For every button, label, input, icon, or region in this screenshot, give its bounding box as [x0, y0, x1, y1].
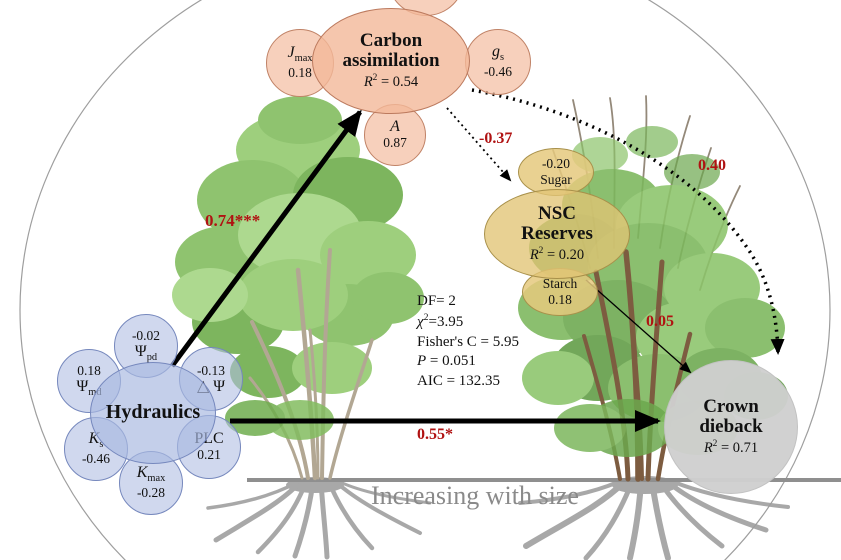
path-arrow-nsc-to-crown — [585, 279, 692, 374]
sugar-value: -0.20 — [541, 155, 571, 171]
carbon-title: Carbon assimilation — [342, 29, 440, 72]
kmax-label: Kmax — [136, 463, 166, 485]
sugar-label: Sugar — [540, 172, 572, 187]
a-node: A 0.87 — [364, 104, 426, 166]
coef-carbon-to-nsc: -0.37 — [479, 130, 513, 147]
increasing-with-size-label: Increasing with size — [371, 481, 579, 510]
nsc-title: NSC Reserves — [521, 202, 593, 245]
starch-label: Starch — [542, 275, 578, 291]
nsc-r2: R2 = 0.20 — [529, 246, 585, 264]
psi-md-value: 0.18 — [77, 362, 101, 378]
gs-label: gs — [491, 42, 505, 64]
crown-r2: R2 = 0.71 — [703, 439, 759, 457]
path-arrow-hydraulics-to-carbon — [169, 109, 363, 368]
stat-fishers-c: Fisher's C = 5.95 — [417, 333, 520, 350]
coef-carbon-to-crown: 0.40 — [698, 157, 726, 174]
psi-pd-value: -0.02 — [131, 327, 161, 343]
jmax-label: Jmax — [287, 43, 313, 65]
path-arrow-carbon-to-crown — [471, 88, 785, 355]
a-label: A — [390, 117, 400, 135]
crown-title: Crown dieback — [699, 395, 763, 438]
psi-pd-label: Ψpd — [134, 343, 158, 364]
stat-aic: AIC = 132.35 — [417, 373, 501, 390]
ks-value: -0.46 — [81, 450, 111, 466]
a-value: 0.87 — [383, 135, 407, 151]
model-fit-stats: DF= 2 χ2=3.95 Fisher's C = 5.95 P = 0.05… — [417, 292, 519, 392]
hydraulics-title: Hydraulics — [105, 401, 201, 424]
carbon-r2: R2 = 0.54 — [363, 73, 419, 91]
gs-node: gs -0.46 — [465, 29, 531, 95]
gs-value: -0.46 — [483, 63, 513, 79]
coef-hydraulics-to-carbon: 0.74*** — [205, 211, 261, 230]
nsc-reserves-node: NSC Reserves R2 = 0.20 — [484, 189, 630, 279]
left-tree-image — [172, 96, 424, 481]
plc-value: 0.21 — [197, 447, 221, 463]
starch-value: 0.18 — [548, 292, 572, 307]
coef-nsc-to-crown: 0.05 — [646, 313, 674, 330]
stat-p-value: P = 0.051 — [417, 353, 476, 370]
delta-psi-value: -0.13 — [196, 362, 226, 378]
stat-chi-square: χ2=3.95 — [417, 311, 464, 330]
hydraulics-node: Hydraulics — [90, 362, 216, 464]
crown-dieback-node: Crown dieback R2 = 0.71 — [664, 360, 798, 494]
ks-label: Ks — [88, 429, 104, 451]
jmax-value: 0.18 — [288, 64, 312, 80]
outer-boundary-ellipse — [19, 0, 831, 560]
carbon-assimilation-node: Carbon assimilation R2 = 0.54 — [312, 8, 470, 114]
coef-hydraulics-to-crown: 0.55* — [417, 426, 453, 443]
stat-df: DF= 2 — [417, 293, 456, 309]
kmax-value: -0.28 — [136, 484, 166, 500]
